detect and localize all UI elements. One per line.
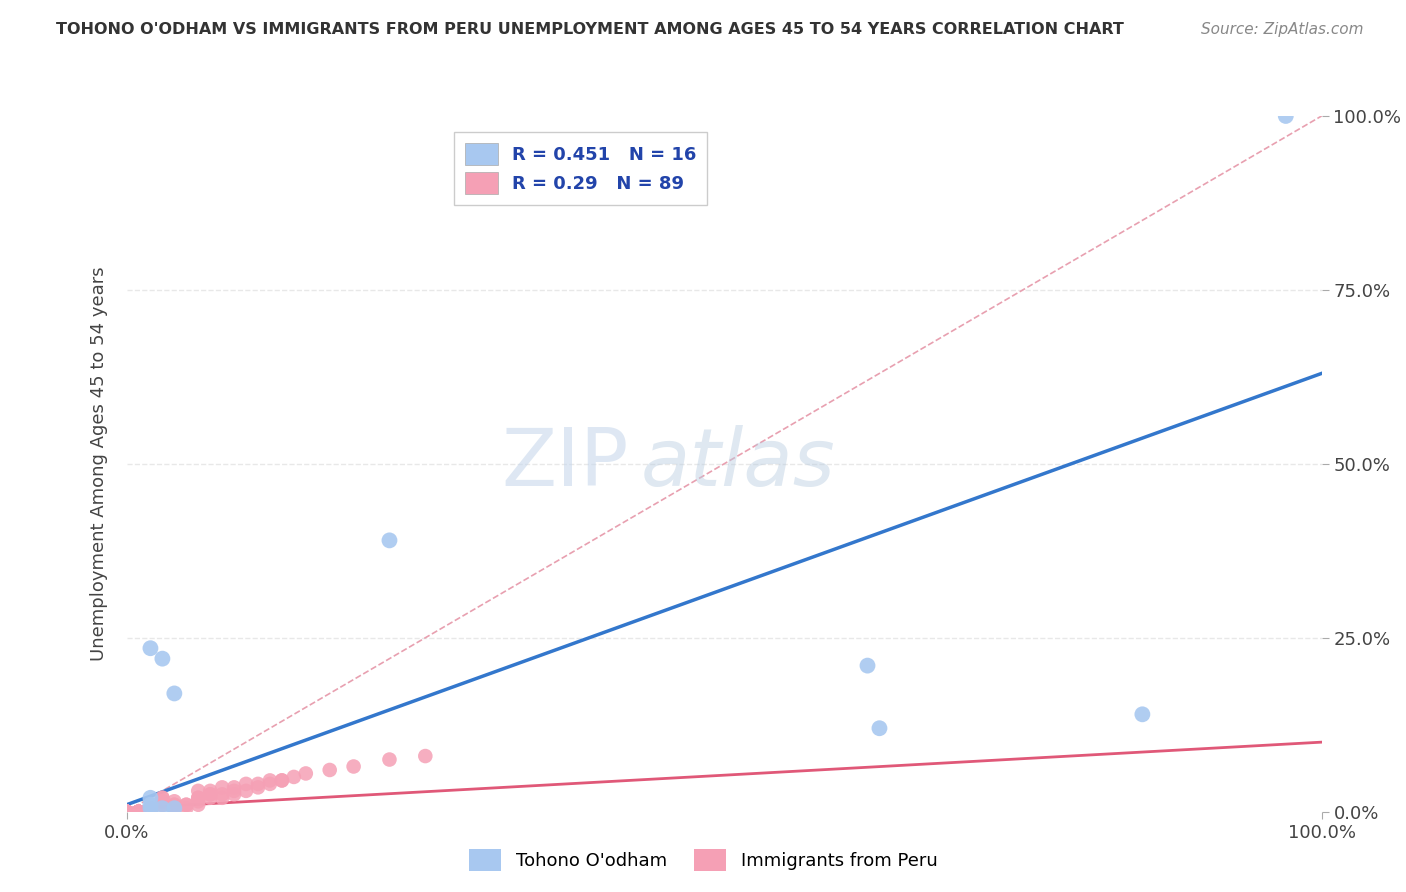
- Point: [187, 790, 209, 805]
- Point: [127, 805, 149, 819]
- Point: [270, 773, 294, 788]
- Point: [115, 805, 138, 819]
- Point: [259, 773, 281, 788]
- Text: ZIP: ZIP: [501, 425, 628, 503]
- Point: [115, 805, 138, 819]
- Point: [115, 805, 138, 819]
- Point: [139, 790, 162, 805]
- Point: [150, 801, 174, 815]
- Y-axis label: Unemployment Among Ages 45 to 54 years: Unemployment Among Ages 45 to 54 years: [90, 267, 108, 661]
- Point: [150, 790, 174, 805]
- Legend: Tohono O'odham, Immigrants from Peru: Tohono O'odham, Immigrants from Peru: [461, 842, 945, 879]
- Point: [139, 801, 162, 815]
- Point: [200, 790, 222, 805]
- Point: [187, 784, 209, 798]
- Point: [139, 805, 162, 819]
- Point: [150, 797, 174, 812]
- Point: [174, 797, 197, 812]
- Point: [139, 801, 162, 815]
- Point: [163, 801, 186, 815]
- Point: [163, 797, 186, 812]
- Point: [127, 805, 149, 819]
- Point: [150, 794, 174, 808]
- Point: [115, 805, 138, 819]
- Point: [235, 784, 257, 798]
- Point: [856, 658, 879, 673]
- Point: [127, 805, 149, 819]
- Point: [115, 805, 138, 819]
- Point: [211, 790, 233, 805]
- Point: [115, 805, 138, 819]
- Point: [139, 801, 162, 815]
- Point: [127, 805, 149, 819]
- Point: [247, 780, 270, 795]
- Point: [868, 721, 891, 735]
- Point: [139, 805, 162, 819]
- Point: [139, 805, 162, 819]
- Point: [318, 763, 342, 777]
- Point: [127, 805, 149, 819]
- Point: [222, 784, 246, 798]
- Point: [247, 777, 270, 791]
- Point: [115, 805, 138, 819]
- Point: [163, 797, 186, 812]
- Point: [259, 777, 281, 791]
- Point: [139, 805, 162, 819]
- Point: [283, 770, 305, 784]
- Point: [235, 777, 257, 791]
- Point: [115, 805, 138, 819]
- Point: [139, 801, 162, 815]
- Point: [115, 805, 138, 819]
- Point: [211, 780, 233, 795]
- Point: [222, 788, 246, 801]
- Point: [174, 797, 197, 812]
- Point: [163, 801, 186, 815]
- Point: [115, 805, 138, 819]
- Point: [127, 805, 149, 819]
- Point: [200, 788, 222, 801]
- Point: [1130, 707, 1153, 722]
- Legend: R = 0.451   N = 16, R = 0.29   N = 89: R = 0.451 N = 16, R = 0.29 N = 89: [454, 132, 707, 205]
- Point: [115, 805, 138, 819]
- Point: [163, 801, 186, 815]
- Point: [150, 651, 174, 665]
- Point: [163, 686, 186, 700]
- Point: [187, 790, 209, 805]
- Point: [139, 641, 162, 656]
- Text: Source: ZipAtlas.com: Source: ZipAtlas.com: [1201, 22, 1364, 37]
- Point: [200, 784, 222, 798]
- Point: [115, 805, 138, 819]
- Point: [115, 805, 138, 819]
- Point: [343, 759, 366, 773]
- Point: [115, 805, 138, 819]
- Point: [378, 753, 401, 767]
- Point: [150, 794, 174, 808]
- Point: [150, 790, 174, 805]
- Point: [187, 797, 209, 812]
- Point: [1274, 109, 1296, 123]
- Text: TOHONO O'ODHAM VS IMMIGRANTS FROM PERU UNEMPLOYMENT AMONG AGES 45 TO 54 YEARS CO: TOHONO O'ODHAM VS IMMIGRANTS FROM PERU U…: [56, 22, 1125, 37]
- Point: [187, 794, 209, 808]
- Point: [139, 805, 162, 819]
- Point: [222, 780, 246, 795]
- Point: [378, 533, 401, 548]
- Point: [200, 788, 222, 801]
- Point: [127, 805, 149, 819]
- Point: [413, 749, 436, 764]
- Point: [163, 794, 186, 808]
- Point: [127, 805, 149, 819]
- Point: [139, 797, 162, 812]
- Point: [174, 801, 197, 815]
- Text: atlas: atlas: [640, 425, 835, 503]
- Point: [150, 797, 174, 812]
- Point: [270, 773, 294, 788]
- Point: [211, 788, 233, 801]
- Point: [294, 766, 316, 780]
- Point: [127, 805, 149, 819]
